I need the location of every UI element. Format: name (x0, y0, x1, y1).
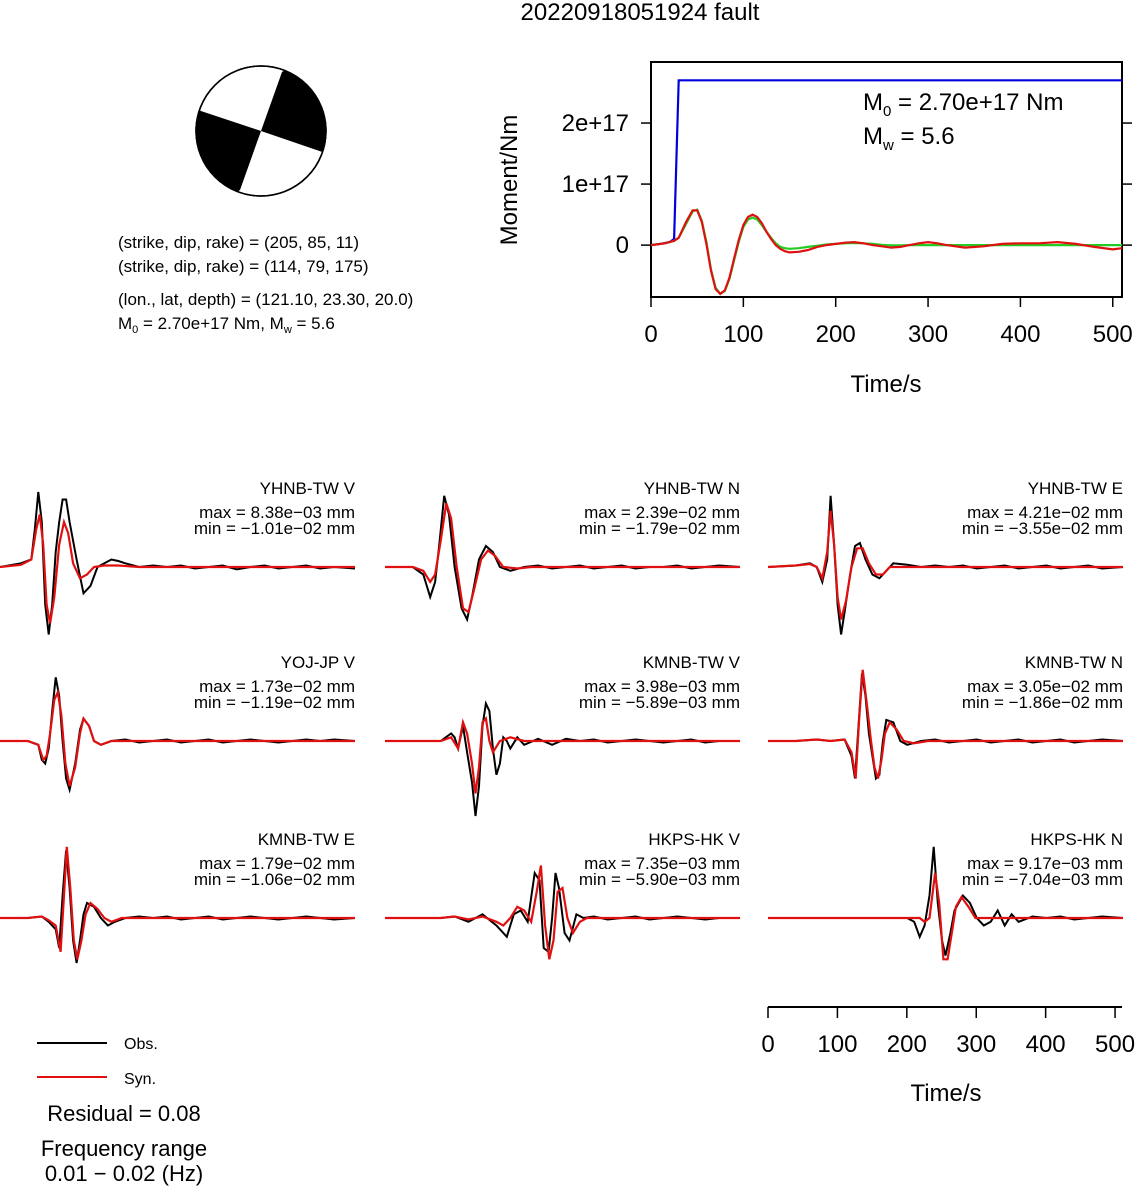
stf-xlabel: Time/s (850, 371, 921, 398)
stf-xtick-label: 100 (723, 321, 763, 348)
legend: Obs. Syn. (37, 1036, 158, 1088)
station-label: KMNB-TW N (1025, 653, 1123, 672)
residual-text: Residual = 0.08 (47, 1101, 201, 1126)
max-amplitude: max = 3.05e−02 mm (967, 677, 1123, 696)
stf-xtick-label: 200 (816, 321, 856, 348)
time-axis-label: 400 (1026, 1031, 1066, 1058)
stf-ytick-label: 1e+17 (562, 171, 629, 198)
synthetic-trace (768, 872, 1123, 961)
station-label: KMNB-TW E (258, 830, 355, 849)
time-axis-label: 300 (956, 1031, 996, 1058)
min-amplitude: min = −5.90e−03 mm (579, 870, 740, 889)
synthetic-trace (767, 510, 1123, 620)
stf-xtick-label: 500 (1093, 321, 1133, 348)
max-amplitude: max = 1.73e−02 mm (199, 677, 355, 696)
min-amplitude: min = −7.04e−03 mm (962, 870, 1123, 889)
moment-magnitude-text: M0 = 2.70e+17 Nm, Mw = 5.6 (118, 314, 335, 336)
synthetic-trace (768, 669, 1123, 779)
nodal-plane-1: (strike, dip, rake) = (205, 85, 11) (118, 233, 359, 252)
stf-ytick-label: 0 (616, 232, 629, 259)
max-amplitude: max = 1.79e−02 mm (199, 854, 355, 873)
legend-obs-label: Obs. (124, 1036, 158, 1053)
moment-function-plot: 0 100 200 300 400 500 0 1e+17 2e+17 M0 = 2.70e+1… (496, 61, 1133, 398)
waveform-xlabel: Time/s (910, 1080, 981, 1107)
max-amplitude: max = 4.21e−02 mm (967, 503, 1123, 522)
synthetic-trace (0, 846, 355, 960)
station-label: YOJ-JP V (281, 653, 356, 672)
min-amplitude: min = −1.06e−02 mm (194, 870, 355, 889)
synthetic-trace (385, 865, 740, 960)
synthetic-trace (0, 688, 355, 787)
waveform-time-axis: 0 100 200 300 400 500 (761, 1006, 1135, 1058)
min-amplitude: min = −1.79e−02 mm (579, 519, 740, 538)
stf-m0-annotation: M0 = 2.70e+17 Nm (863, 89, 1063, 120)
station-label: YHNB-TW N (644, 479, 740, 498)
stf-mw-annotation: Mw = 5.6 (863, 123, 955, 154)
time-axis-label: 500 (1095, 1031, 1135, 1058)
stf-ytick-label: 2e+17 (562, 110, 629, 137)
time-axis-label: 200 (887, 1031, 927, 1058)
beachball (195, 65, 327, 197)
stf-xtick-label: 400 (1000, 321, 1040, 348)
observed-trace (385, 700, 740, 817)
synthetic-trace (385, 716, 740, 794)
max-amplitude: max = 8.38e−03 mm (199, 503, 355, 522)
legend-syn-label: Syn. (124, 1071, 156, 1088)
moment-plot-frame (650, 61, 1123, 298)
observed-trace (0, 491, 356, 635)
station-label: YHNB-TW V (260, 479, 356, 498)
max-amplitude: max = 7.35e−03 mm (584, 854, 740, 873)
station-label: KMNB-TW V (643, 653, 741, 672)
stf-series-2 (650, 208, 1122, 296)
frequency-range: 0.01 − 0.02 (Hz) (45, 1161, 203, 1186)
figure-title: 20220918051924 fault (521, 0, 760, 26)
stf-xtick-label: 300 (908, 321, 948, 348)
max-amplitude: max = 3.98e−03 mm (584, 677, 740, 696)
frequency-title: Frequency range (41, 1136, 207, 1161)
station-label: HKPS-HK N (1030, 830, 1123, 849)
synthetic-trace (385, 502, 740, 614)
nodal-plane-2: (strike, dip, rake) = (114, 79, 175) (118, 257, 369, 276)
min-amplitude: min = −1.86e−02 mm (962, 693, 1123, 712)
min-amplitude: min = −5.89e−03 mm (579, 693, 740, 712)
station-label: HKPS-HK V (648, 830, 740, 849)
max-amplitude: max = 2.39e−02 mm (584, 503, 740, 522)
synthetic-trace (0, 514, 355, 624)
time-axis-label: 0 (761, 1031, 774, 1058)
hypocenter-location: (lon., lat, depth) = (121.10, 23.30, 20.… (118, 290, 413, 309)
min-amplitude: min = −3.55e−02 mm (962, 519, 1123, 538)
min-amplitude: min = −1.19e−02 mm (194, 693, 355, 712)
stf-xtick-label: 0 (644, 321, 657, 348)
max-amplitude: max = 9.17e−03 mm (967, 854, 1123, 873)
station-label: YHNB-TW E (1028, 479, 1123, 498)
time-axis-label: 100 (817, 1031, 857, 1058)
stf-ylabel: Moment/Nm (496, 115, 523, 246)
stf-series-3 (650, 209, 1123, 296)
min-amplitude: min = −1.01e−02 mm (194, 519, 355, 538)
